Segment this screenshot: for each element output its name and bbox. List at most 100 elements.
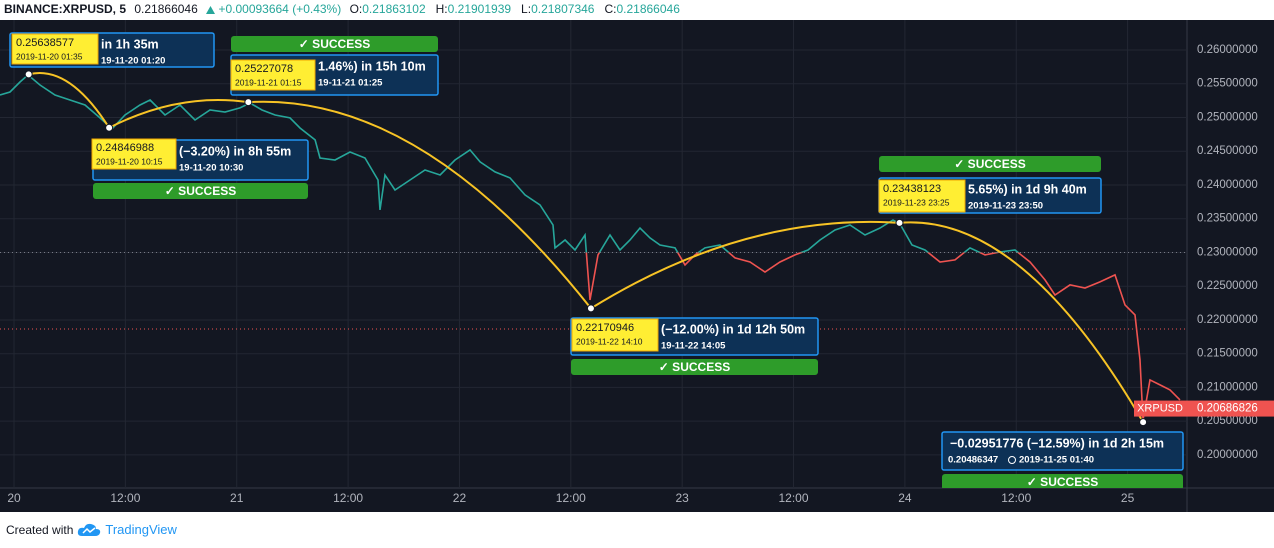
price-label: 0.25227078: [235, 63, 293, 75]
footer-text: Created with: [6, 522, 74, 537]
ohlc-item: C:0.21866046: [604, 2, 684, 16]
status: ✓ SUCCESS: [165, 184, 236, 198]
status-box: [942, 474, 1183, 488]
up-arrow: [206, 5, 216, 14]
annotation-price: 0.20486347: [948, 455, 998, 466]
ohlc: O:0.21863102 H:0.21901939 L:0.21807346 C:0.…: [350, 2, 690, 16]
x-tick-label: 23: [675, 491, 689, 505]
connector: [28, 72, 1144, 423]
x-tick-label: 20: [7, 491, 21, 505]
ohlc-item: L:0.21807346: [521, 2, 599, 16]
price-label-box: [91, 138, 177, 170]
ohlc-label: L:: [521, 2, 532, 16]
status: ✓ SUCCESS: [659, 360, 730, 374]
annotation-change: −0.02951776 (−12.59%) in 1d 2h 15m: [950, 436, 1164, 450]
ohlc-value: 0.21807346: [531, 2, 595, 16]
footer: Created with TradingView: [6, 522, 177, 537]
y-tick-label: 0.20500000: [1197, 415, 1258, 427]
ohlc-label: H:: [435, 2, 448, 16]
annotation-point: [105, 123, 114, 132]
ohlc-label: C:: [604, 2, 617, 16]
x-tick-label: 12:00: [1001, 491, 1031, 505]
status-box: [231, 36, 438, 52]
status-box: [93, 183, 308, 199]
x-tick-label: 12:00: [110, 491, 140, 505]
price-label-time: 2019-11-20 01:35: [16, 51, 83, 61]
annotation-change: in 1h 35m: [101, 37, 159, 51]
annotation-end: 19-11-22 14:05: [661, 341, 726, 352]
y-tick-label: 0.23000000: [1197, 246, 1258, 258]
price-label: 0.24846988: [96, 142, 154, 154]
ohlc-item: H:0.21901939: [436, 2, 516, 16]
y-tick-label: 0.25000000: [1197, 111, 1258, 123]
last-value: 0.20686826: [1197, 403, 1258, 415]
status-box: [571, 359, 818, 375]
annotation-change: 5.65%) in 1d 9h 40m: [968, 182, 1087, 196]
y-tick-label: 0.22000000: [1197, 314, 1258, 326]
ohlc-label: O:: [349, 2, 363, 16]
price: 0.21866046: [134, 2, 198, 16]
annotation-box: [941, 431, 1184, 471]
last-value-box: [1134, 400, 1274, 417]
annotation-end: 19-11-20 10:30: [179, 163, 243, 174]
x-tick-label: 21: [230, 491, 244, 505]
y-tick-label: 0.25500000: [1197, 78, 1258, 90]
x-tick-label: 24: [898, 491, 912, 505]
x-tick-label: 25: [1121, 491, 1135, 505]
status-box: [879, 156, 1101, 172]
status: ✓ SUCCESS: [1027, 475, 1098, 489]
status: ✓ SUCCESS: [954, 157, 1025, 171]
logo: [78, 523, 101, 536]
price-label-box: [878, 179, 966, 213]
header: BINANCE:XRPUSD, 5 0.21866046 +0.00093664…: [4, 2, 695, 16]
ohlc-item: O:0.21863102: [350, 2, 431, 16]
price-label-time: 2019-11-23 23:25: [883, 197, 950, 207]
price-label-time: 2019-11-20 10:15: [96, 156, 163, 166]
annotation-end: 19-11-20 01:20: [101, 56, 165, 67]
annotation-point: [895, 218, 904, 227]
y-tick-label: 0.22500000: [1197, 280, 1258, 292]
price-label-time: 2019-11-21 01:15: [235, 77, 302, 87]
change: +0.00093664 (+0.43%): [218, 2, 342, 16]
x-tick-label: 22: [453, 491, 467, 505]
price-label-box: [230, 59, 316, 91]
y-tick-label: 0.26000000: [1197, 44, 1258, 56]
y-tick-label: 0.20000000: [1197, 449, 1258, 461]
clock-icon: [1008, 456, 1016, 464]
series-name: XRPUSD: [1137, 402, 1183, 414]
chart-background: [0, 20, 1274, 512]
annotation-change: 1.46%) in 15h 10m: [318, 59, 426, 73]
symbol: BINANCE:XRPUSD, 5: [4, 2, 127, 16]
annotation-change: (−3.20%) in 8h 55m: [179, 144, 291, 158]
price-label-box: [571, 318, 659, 352]
annotation-point: [1139, 418, 1148, 427]
ohlc-value: 0.21863102: [362, 2, 426, 16]
price-label: 0.22170946: [576, 322, 634, 334]
x-tick-label: 12:00: [333, 491, 363, 505]
plot-area: in 1h 35m 19-11-20 01:20 0.25638577 2019-11…: [0, 20, 1187, 489]
brand: TradingView: [105, 522, 177, 537]
x-tick-label: 12:00: [556, 491, 586, 505]
y-tick-label: 0.24500000: [1197, 145, 1258, 157]
annotation-time: 2019-11-25 01:40: [1019, 455, 1094, 466]
y-tick-label: 0.21500000: [1197, 348, 1258, 360]
price-label-time: 2019-11-22 14:10: [576, 336, 643, 346]
x-tick-label: 12:00: [779, 491, 809, 505]
ohlc-value: 0.21901939: [447, 2, 512, 16]
annotation-change: (−12.00%) in 1d 12h 50m: [661, 322, 805, 336]
y-tick-label: 0.21000000: [1197, 381, 1258, 393]
ohlc-value: 0.21866046: [616, 2, 680, 16]
y-tick-label: 0.24000000: [1197, 179, 1258, 191]
annotation-point: [24, 70, 33, 79]
y-tick-label: 0.23500000: [1197, 213, 1258, 225]
annotation-end: 19-11-21 01:25: [318, 78, 383, 89]
price-label: 0.23438123: [883, 183, 941, 195]
annotation-end: 2019-11-23 23:50: [968, 201, 1043, 212]
annotation-point: [244, 98, 253, 107]
price-label-box: [11, 33, 99, 65]
price-label: 0.25638577: [16, 37, 74, 49]
status: ✓ SUCCESS: [299, 37, 370, 51]
annotation-point: [586, 304, 595, 313]
